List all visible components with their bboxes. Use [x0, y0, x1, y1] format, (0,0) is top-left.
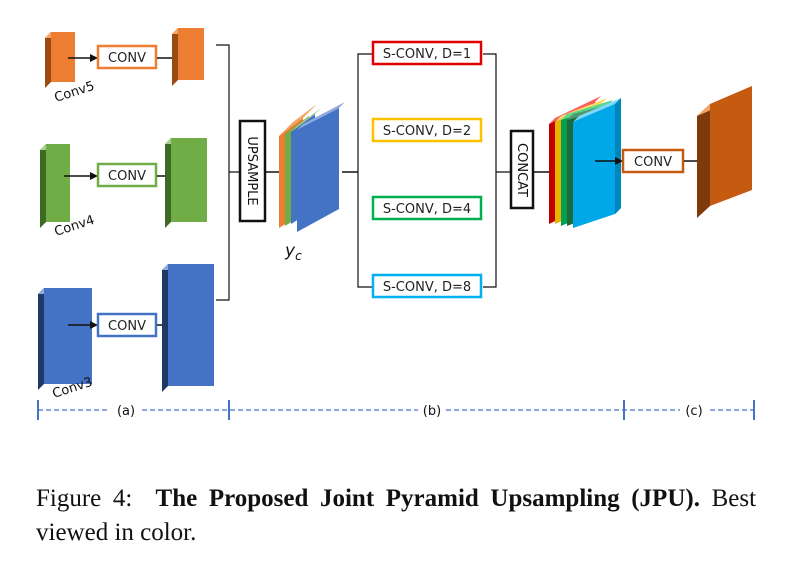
conv4-input-map	[40, 144, 70, 228]
conv3-input-map	[38, 288, 92, 390]
conv3-conv-label: CONV	[108, 319, 146, 334]
sconv-d8-label: S-CONV, D=8	[383, 280, 471, 295]
sconv-d4-label: S-CONV, D=4	[383, 202, 471, 217]
sconv-d8-box	[371, 273, 483, 299]
conv3-row: CONV Conv3	[38, 264, 214, 402]
sconv-branches: S-CONV, D=1 S-CONV, D=2 S-CONV, D=4 S-CO…	[371, 40, 483, 299]
sconv-d1-box	[371, 40, 483, 66]
upsample-label: UPSAMPLE	[244, 136, 259, 205]
stage-label-a: (a)	[117, 404, 135, 419]
conv5-conv-label: CONV	[108, 51, 146, 66]
figure-caption: Figure 4: The Proposed Joint Pyramid Ups…	[36, 482, 756, 550]
conv4-conv-label: CONV	[108, 169, 146, 184]
conv4-row: CONV Conv4	[40, 138, 207, 240]
sconv-d4-box	[371, 195, 483, 221]
conv3-conv-box	[96, 312, 158, 338]
branch-bracket-right	[483, 53, 511, 288]
sconv-d2-box	[371, 117, 483, 143]
sconv-d2-label: S-CONV, D=2	[383, 124, 471, 139]
conv5-output-map	[172, 28, 204, 86]
yc-feature-stack	[279, 102, 345, 232]
stage-label-b: (b)	[423, 404, 441, 419]
conv4-conv-box	[96, 162, 158, 188]
upsample-box	[238, 119, 267, 223]
caption-title: The Proposed Joint Pyramid Upsampling (J…	[155, 485, 700, 512]
conv5-label: Conv5	[53, 79, 97, 106]
yc-label: yc	[284, 241, 302, 263]
branch-bracket-left	[357, 53, 373, 288]
sconv-d1-label: S-CONV, D=1	[383, 47, 471, 62]
conv4-output-map	[165, 138, 207, 228]
final-conv-box	[621, 148, 685, 174]
upsample-input-bracket	[216, 44, 240, 301]
caption-prefix: Figure 4:	[36, 485, 133, 512]
final-conv-label: CONV	[634, 155, 672, 170]
concat-label: CONCAT	[514, 143, 529, 197]
caption-rest: Best viewed in color.	[36, 485, 757, 546]
conv5-input-map	[45, 32, 75, 88]
concat-box	[509, 129, 535, 210]
conv5-conv-box	[96, 44, 158, 70]
conv3-output-map	[162, 264, 214, 392]
conv5-row: CONV Conv5	[45, 28, 204, 106]
concat-feature-stack	[549, 96, 621, 228]
stage-axis: (a) (b) (c)	[37, 400, 755, 420]
stage-label-c: (c)	[685, 404, 702, 419]
output-feature-map	[697, 86, 752, 218]
